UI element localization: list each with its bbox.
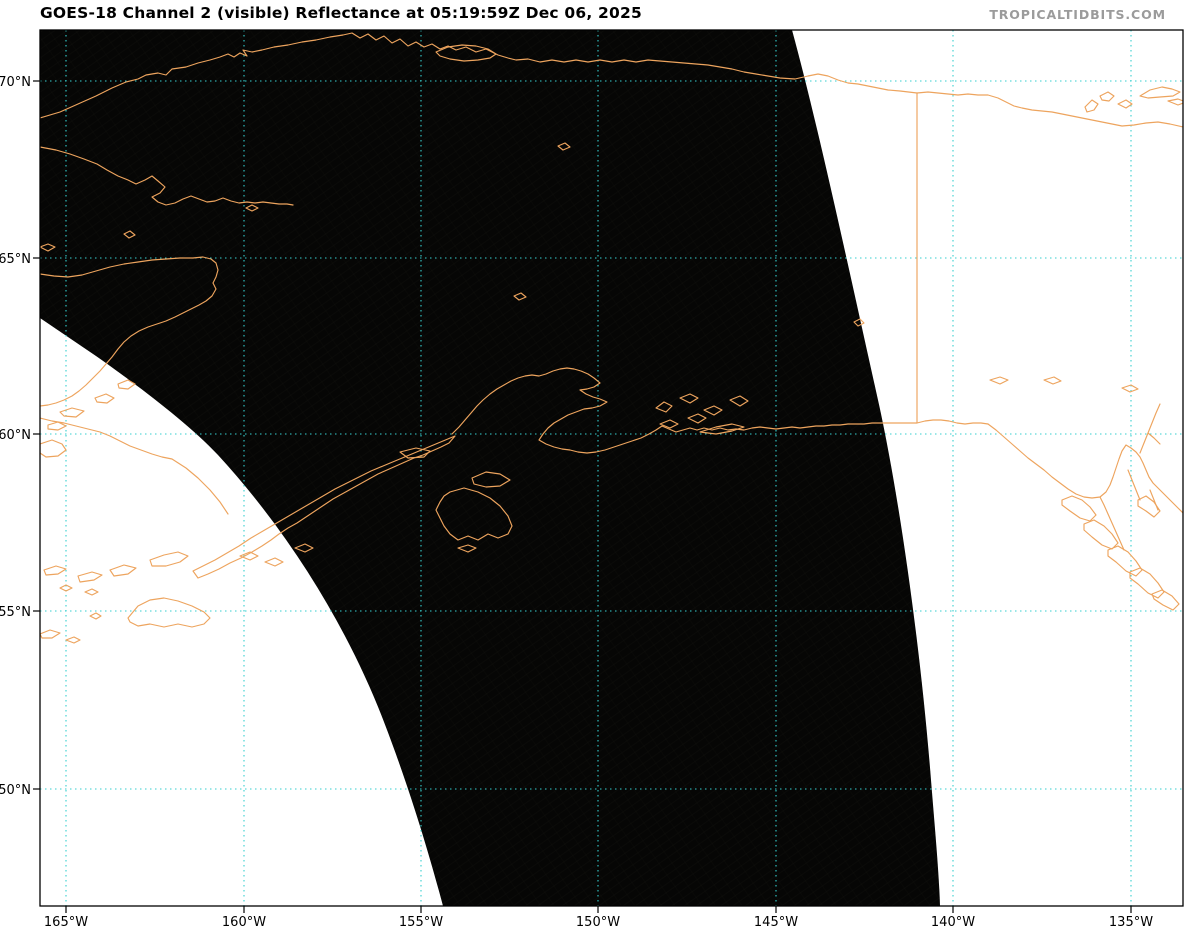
latlon-gridlines [40,30,1183,906]
lat-tick-label: 65°N [0,252,31,267]
lon-tick-label: 140°W [931,915,975,929]
coast-norton-delta [40,256,219,407]
coast-kotzebue [40,146,294,206]
islands-delta [40,379,136,458]
coast-bristol-bay [40,417,229,515]
lon-tick-label: 135°W [1109,915,1153,929]
lat-tick-label: 60°N [0,428,31,443]
lat-tick-label: 50°N [0,783,31,798]
coast-lagoon [435,44,497,62]
lon-tick-label: 160°W [222,915,266,929]
lon-tick-label: 145°W [754,915,798,929]
coastline-overlay [40,32,1183,644]
satellite-swath [40,30,940,906]
lon-tick-label: 155°W [399,915,443,929]
plot-border [39,29,1184,907]
coast-gulf-of-alaska [451,367,989,454]
lat-tick-label: 55°N [0,605,31,620]
lon-tick-label: 165°W [44,915,88,929]
map-title: GOES-18 Channel 2 (visible) Reflectance … [40,4,642,22]
islands-pws [655,393,749,435]
coast-arctic-islets [1084,86,1183,113]
coast-arctic [40,32,1183,128]
lake-iliamna [399,447,431,459]
axis-labels: 70°N 65°N 60°N 55°N 50°N 165°W 160°W 155… [0,75,1153,929]
islands-kodiak [239,471,513,567]
islands-aleutians [40,551,211,644]
coast-alaska-peninsula [192,435,456,579]
lat-tick-label: 70°N [0,75,31,90]
fjords-panhandle [1099,403,1161,551]
lakes-yakutat [989,376,1139,393]
coast-panhandle [987,423,1183,514]
site-watermark: TROPICALTIDBITS.COM [989,7,1166,22]
island-specks [513,142,865,327]
swath-scan-texture2 [40,30,940,906]
axis-ticks [33,80,1132,913]
islands-panhandle [1061,495,1180,611]
island-kotzebue [40,204,259,252]
lon-tick-label: 150°W [576,915,620,929]
